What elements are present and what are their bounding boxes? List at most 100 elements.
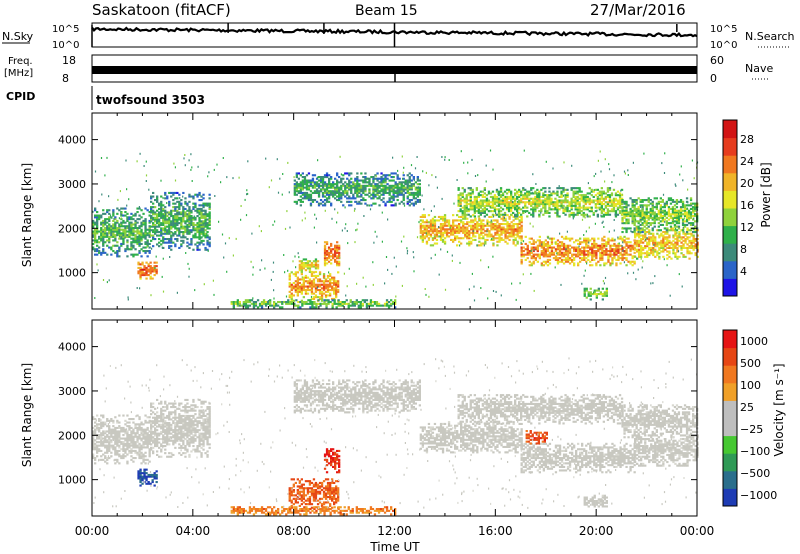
data-cell bbox=[583, 253, 586, 256]
data-cell bbox=[520, 246, 523, 249]
data-cell bbox=[344, 181, 347, 184]
data-cell bbox=[172, 241, 175, 244]
data-cell bbox=[362, 190, 365, 193]
data-cell bbox=[685, 223, 689, 226]
data-cell bbox=[338, 244, 341, 247]
data-cell bbox=[536, 246, 539, 249]
data-cell bbox=[308, 267, 312, 270]
data-cell bbox=[343, 302, 346, 305]
data-cell bbox=[447, 221, 451, 224]
data-cell bbox=[629, 241, 632, 244]
data-cell bbox=[302, 280, 305, 283]
data-cell bbox=[136, 242, 139, 245]
data-cell bbox=[542, 204, 545, 207]
data-cell bbox=[300, 292, 303, 295]
data-cell bbox=[556, 190, 559, 193]
data-cell bbox=[667, 209, 671, 212]
data-cell bbox=[412, 197, 415, 200]
data-cell bbox=[160, 243, 163, 246]
data-cell bbox=[671, 200, 675, 203]
data-cell bbox=[657, 216, 660, 219]
data-cell bbox=[404, 186, 407, 189]
data-cell bbox=[106, 228, 109, 231]
data-cell bbox=[505, 188, 509, 191]
data-cell bbox=[590, 190, 593, 193]
data-cell bbox=[421, 194, 423, 197]
data-cell bbox=[653, 218, 656, 221]
data-cell bbox=[678, 231, 681, 234]
data-cell bbox=[162, 222, 165, 225]
data-cell bbox=[152, 229, 155, 232]
data-cell bbox=[325, 176, 329, 179]
data-cell bbox=[339, 302, 342, 305]
data-cell bbox=[652, 236, 655, 239]
data-cell bbox=[341, 301, 344, 304]
data-cell bbox=[631, 209, 634, 212]
data-cell bbox=[180, 216, 183, 219]
data-cell bbox=[164, 220, 167, 223]
data-cell bbox=[447, 228, 451, 231]
data-cell bbox=[306, 287, 310, 290]
data-cell bbox=[618, 201, 622, 204]
data-cell bbox=[635, 209, 638, 212]
data-cell bbox=[636, 234, 639, 237]
data-cell bbox=[587, 239, 590, 242]
data-cell bbox=[466, 223, 469, 226]
data-cell bbox=[582, 211, 585, 214]
data-cell bbox=[500, 230, 503, 233]
data-cell bbox=[651, 200, 654, 203]
data-cell bbox=[625, 218, 628, 221]
data-cell bbox=[92, 239, 95, 242]
data-cell bbox=[615, 264, 618, 267]
data-cell bbox=[675, 229, 679, 232]
nsky-tick-top: 10^5 bbox=[52, 24, 79, 35]
data-cell bbox=[254, 301, 258, 304]
data-cell bbox=[681, 204, 685, 207]
data-cell bbox=[368, 191, 371, 194]
data-cell bbox=[136, 253, 139, 256]
data-cell bbox=[593, 251, 596, 254]
data-cell bbox=[469, 188, 472, 191]
data-cell bbox=[550, 253, 554, 256]
data-cell bbox=[186, 232, 189, 235]
data-cell bbox=[685, 211, 689, 214]
data-cell bbox=[611, 244, 614, 247]
data-cell bbox=[439, 226, 443, 229]
data-cell bbox=[690, 245, 693, 248]
data-cell bbox=[134, 221, 137, 224]
data-cell bbox=[559, 232, 561, 235]
data-cell bbox=[692, 209, 695, 212]
data-cell bbox=[570, 208, 573, 211]
data-cell bbox=[264, 267, 266, 270]
data-cell bbox=[532, 215, 535, 218]
data-cell bbox=[534, 208, 537, 211]
data-cell bbox=[351, 304, 354, 307]
data-cell bbox=[518, 195, 521, 198]
data-cell bbox=[168, 213, 171, 216]
data-cell bbox=[487, 204, 491, 207]
data-cell bbox=[368, 195, 371, 198]
data-cell bbox=[477, 210, 480, 213]
data-cell bbox=[310, 297, 314, 300]
data-cell bbox=[613, 257, 616, 260]
data-cell bbox=[148, 246, 151, 249]
data-cell bbox=[655, 216, 658, 219]
data-cell bbox=[324, 209, 326, 212]
data-cell bbox=[342, 204, 345, 207]
data-cell bbox=[507, 190, 511, 193]
data-cell bbox=[474, 217, 477, 220]
data-cell bbox=[605, 241, 608, 244]
data-cell bbox=[601, 242, 604, 245]
data-cell bbox=[484, 238, 487, 241]
data-cell bbox=[640, 245, 643, 248]
data-cell bbox=[324, 294, 328, 297]
data-cell bbox=[269, 304, 272, 307]
data-cell bbox=[648, 229, 651, 232]
data-cell bbox=[102, 225, 105, 228]
data-cell bbox=[388, 199, 391, 202]
data-cell bbox=[694, 204, 697, 207]
data-cell bbox=[190, 239, 193, 242]
data-cell bbox=[674, 234, 677, 237]
data-cell bbox=[680, 248, 683, 251]
data-cell bbox=[130, 225, 133, 228]
